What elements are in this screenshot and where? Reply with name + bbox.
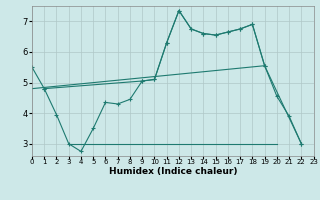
X-axis label: Humidex (Indice chaleur): Humidex (Indice chaleur)	[108, 167, 237, 176]
